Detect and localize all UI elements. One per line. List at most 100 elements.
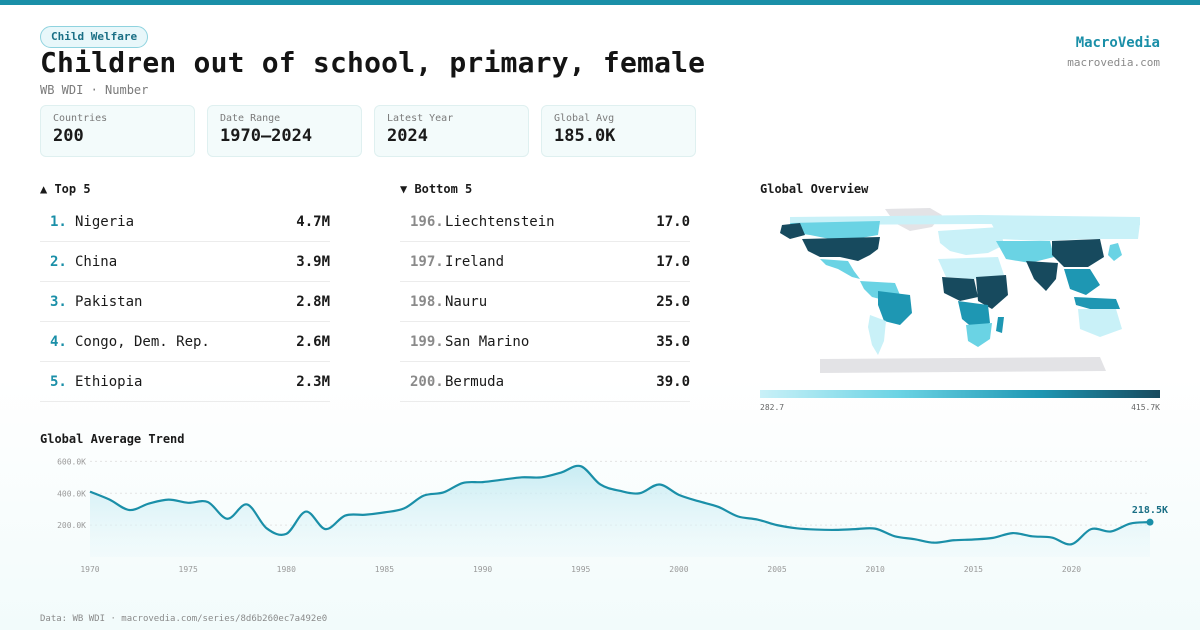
stat-label: Countries [53,113,108,124]
map-region-south-america-south [868,315,886,355]
map-region-central-asia [996,241,1054,263]
map-region-west-africa [942,277,978,301]
x-tick-label: 2015 [964,565,983,574]
rank-number: 198. [410,293,444,310]
world-choropleth-map[interactable] [760,205,1160,380]
map-region-europe [938,227,1004,255]
stat-value: 200 [53,126,84,146]
rank-number: 3. [50,293,67,310]
country-value: 17.0 [656,253,690,270]
bottom5-heading: ▼ Bottom 5 [400,182,473,196]
stat-card-global-avg: Global Avg 185.0K [541,105,696,157]
bottom5-row[interactable]: 200. Bermuda 39.0 [400,362,690,402]
map-region-usa [802,237,880,261]
country-name: Ireland [445,253,505,270]
rank-number: 2. [50,253,67,270]
top-accent-bar [0,0,1200,5]
country-name: San Marino [445,333,530,350]
rank-number: 196. [410,213,444,230]
country-value: 35.0 [656,333,690,350]
source-footer: Data: WB WDI · macrovedia.com/series/8d6… [40,614,328,624]
country-name: Liechtenstein [445,213,555,230]
legend-min-label: 282.7 [760,403,785,412]
latest-value-point[interactable] [1146,518,1154,526]
country-value: 2.8M [296,293,330,310]
x-tick-label: 1995 [571,565,590,574]
top5-row[interactable]: 5. Ethiopia 2.3M [40,362,330,402]
trend-line [89,464,1151,546]
y-tick-label: 400.0K [57,489,86,498]
trend-heading: Global Average Trend [40,432,185,446]
bottom5-row[interactable]: 197. Ireland 17.0 [400,242,690,282]
map-region-australia [1078,309,1122,337]
country-name: Pakistan [75,293,143,310]
country-value: 2.3M [296,373,330,390]
country-value: 2.6M [296,333,330,350]
y-tick-label: 600.0K [57,457,86,466]
top5-row[interactable]: 3. Pakistan 2.8M [40,282,330,322]
stat-card-countries: Countries 200 [40,105,195,157]
y-tick-label: 200.0K [57,521,86,530]
country-value: 25.0 [656,293,690,310]
rank-number: 200. [410,373,444,390]
stat-label: Date Range [220,113,281,124]
country-name: Bermuda [445,373,505,390]
x-tick-label: 2010 [866,565,885,574]
x-tick-label: 2005 [767,565,786,574]
bottom5-row[interactable]: 198. Nauru 25.0 [400,282,690,322]
map-color-legend-bar [760,390,1160,398]
top5-row[interactable]: 2. China 3.9M [40,242,330,282]
rank-number: 5. [50,373,67,390]
x-tick-label: 2000 [669,565,688,574]
page-subtitle: WB WDI · Number [40,83,149,97]
top5-heading: ▲ Top 5 [40,182,91,196]
stat-label: Global Avg [554,113,615,124]
map-region-southern-africa [966,323,992,347]
stat-value: 185.0K [554,126,616,146]
rank-number: 199. [410,333,444,350]
latest-value-label: 218.5K [1132,505,1168,516]
x-tick-label: 1970 [80,565,99,574]
map-region-north-africa [938,257,1004,279]
country-value: 39.0 [656,373,690,390]
map-region-russia [990,221,1140,241]
brand-logo-text[interactable]: MacroVedia [1075,35,1160,51]
global-average-trend-chart[interactable]: 200.0K 400.0K 600.0K 1970 1975 1980 1985 1990 1… [40,455,1170,580]
stat-value: 1970–2024 [220,126,313,146]
top5-list: 1. Nigeria 4.7M 2. China 3.9M 3. Pakistan 2.8M… [40,202,330,402]
page-title: Children out of school, primary, female [40,46,706,79]
category-tag[interactable]: Child Welfare [40,26,149,48]
rank-number: 1. [50,213,67,230]
x-tick-label: 1980 [277,565,296,574]
x-tick-label: 1975 [179,565,198,574]
map-region-east-africa [976,275,1008,309]
stat-label: Latest Year [387,113,454,124]
top5-row[interactable]: 4. Congo, Dem. Rep. 2.6M [40,322,330,362]
map-region-south-asia [1026,261,1058,291]
trend-area-fill [90,465,1150,557]
stat-card-date-range: Date Range 1970–2024 [207,105,362,157]
brand-url[interactable]: macrovedia.com [1067,56,1160,69]
map-region-central-africa [958,301,990,329]
bottom5-row[interactable]: 199. San Marino 35.0 [400,322,690,362]
country-name: Congo, Dem. Rep. [75,333,210,350]
rank-number: 197. [410,253,444,270]
country-value: 3.9M [296,253,330,270]
x-tick-label: 1990 [473,565,492,574]
map-region-alaska [780,223,805,239]
legend-max-label: 415.7K [1131,403,1160,412]
country-value: 4.7M [296,213,330,230]
stat-value: 2024 [387,126,428,146]
country-name: Ethiopia [75,373,143,390]
map-region-china [1052,239,1104,267]
bottom5-row[interactable]: 196. Liechtenstein 17.0 [400,202,690,242]
map-region-brazil [878,291,912,325]
country-name: Nigeria [75,213,135,230]
map-region-madagascar [996,317,1004,333]
country-value: 17.0 [656,213,690,230]
top5-row[interactable]: 1. Nigeria 4.7M [40,202,330,242]
x-tick-label: 1985 [375,565,394,574]
map-region-mexico [820,259,860,279]
stat-card-latest-year: Latest Year 2024 [374,105,529,157]
bottom5-list: 196. Liechtenstein 17.0 197. Ireland 17.0 19… [400,202,690,402]
